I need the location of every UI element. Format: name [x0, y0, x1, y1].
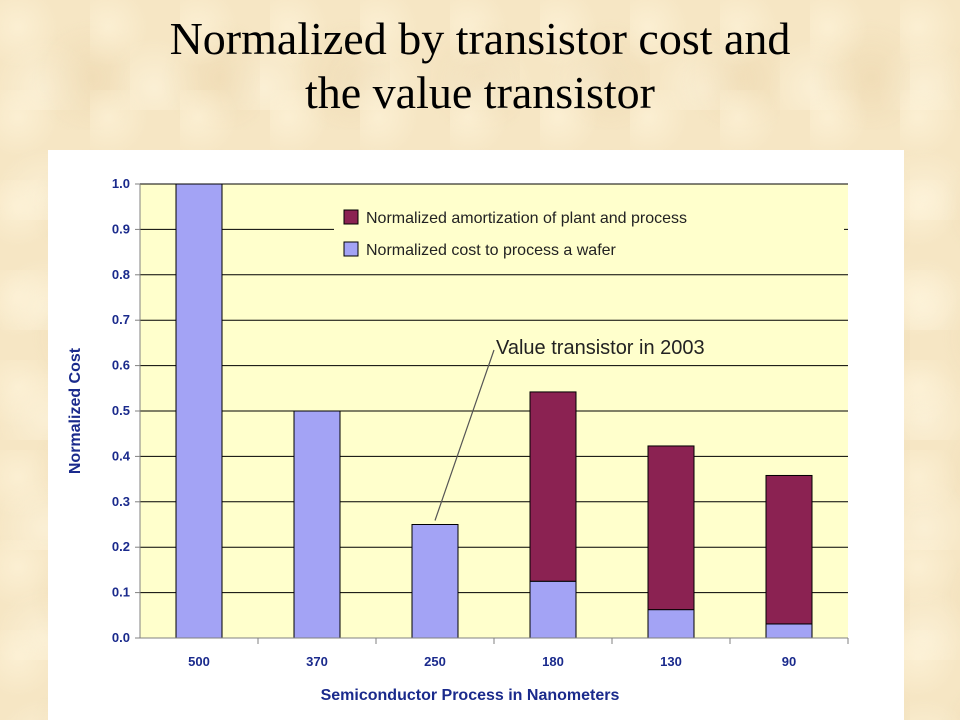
y-axis-title: Normalized Cost — [67, 347, 84, 474]
bar-wafer-cost — [411, 524, 459, 639]
legend-swatch-amortization — [343, 209, 359, 225]
annotation-label: Value transistor in 2003 — [496, 337, 705, 359]
y-tick-label: 1.0 — [112, 176, 130, 191]
legend-box — [334, 202, 844, 272]
bar-wafer-cost — [529, 580, 577, 639]
slide-title-line-2: the value transistor — [304, 67, 655, 118]
y-tick-label: 0.0 — [112, 630, 130, 645]
bar-wafer-cost — [765, 623, 813, 639]
x-tick-label: 130 — [660, 654, 682, 669]
tick-labels: 0.0 0.1 0.2 0.3 0.4 0.5 0.6 0.7 0.8 0.9 1.0 500 370 2… — [112, 176, 796, 669]
bar-amortization — [765, 474, 813, 625]
axes — [139, 184, 848, 639]
legend-label-amortization: Normalized amortization of plant and pro… — [366, 210, 687, 227]
x-tick-label: 370 — [306, 654, 328, 669]
bars — [175, 183, 813, 639]
annotation: Value transistor in 2003 — [434, 337, 705, 521]
x-tick-label: 500 — [188, 654, 210, 669]
y-tick-label: 0.5 — [112, 403, 130, 418]
slide-title-line-1: Normalized by transistor cost and — [169, 13, 791, 64]
x-axis-title: Semiconductor Process in Nanometers — [321, 687, 620, 704]
y-tick-label: 0.6 — [112, 358, 130, 373]
y-tick-label: 0.1 — [112, 585, 130, 600]
y-tick-label: 0.9 — [112, 221, 130, 236]
slide-title: Normalized by transistor cost and the va… — [0, 12, 960, 120]
legend-label-wafer: Normalized cost to process a wafer — [366, 242, 617, 259]
x-tick-label: 180 — [542, 654, 564, 669]
y-tick-label: 0.8 — [112, 267, 130, 282]
bar-chart: Normalized amortization of plant and pro… — [67, 176, 849, 704]
y-tick-label: 0.7 — [112, 312, 130, 327]
x-tick-label: 250 — [424, 654, 446, 669]
bar-wafer-cost — [175, 183, 223, 639]
gridlines — [135, 183, 849, 644]
legend-swatch-wafer — [343, 241, 359, 257]
y-tick-label: 0.2 — [112, 539, 130, 554]
annotation-leader-line — [434, 349, 495, 521]
bar-amortization — [647, 445, 695, 611]
y-tick-label: 0.3 — [112, 494, 130, 509]
chart-panel: Normalized amortization of plant and pro… — [48, 150, 904, 720]
y-tick-label: 0.4 — [112, 448, 131, 463]
bar-wafer-cost — [293, 410, 341, 639]
bar-amortization — [529, 391, 577, 582]
x-tick-label: 90 — [782, 654, 796, 669]
bar-wafer-cost — [647, 609, 695, 639]
legend: Normalized amortization of plant and pro… — [334, 202, 844, 272]
